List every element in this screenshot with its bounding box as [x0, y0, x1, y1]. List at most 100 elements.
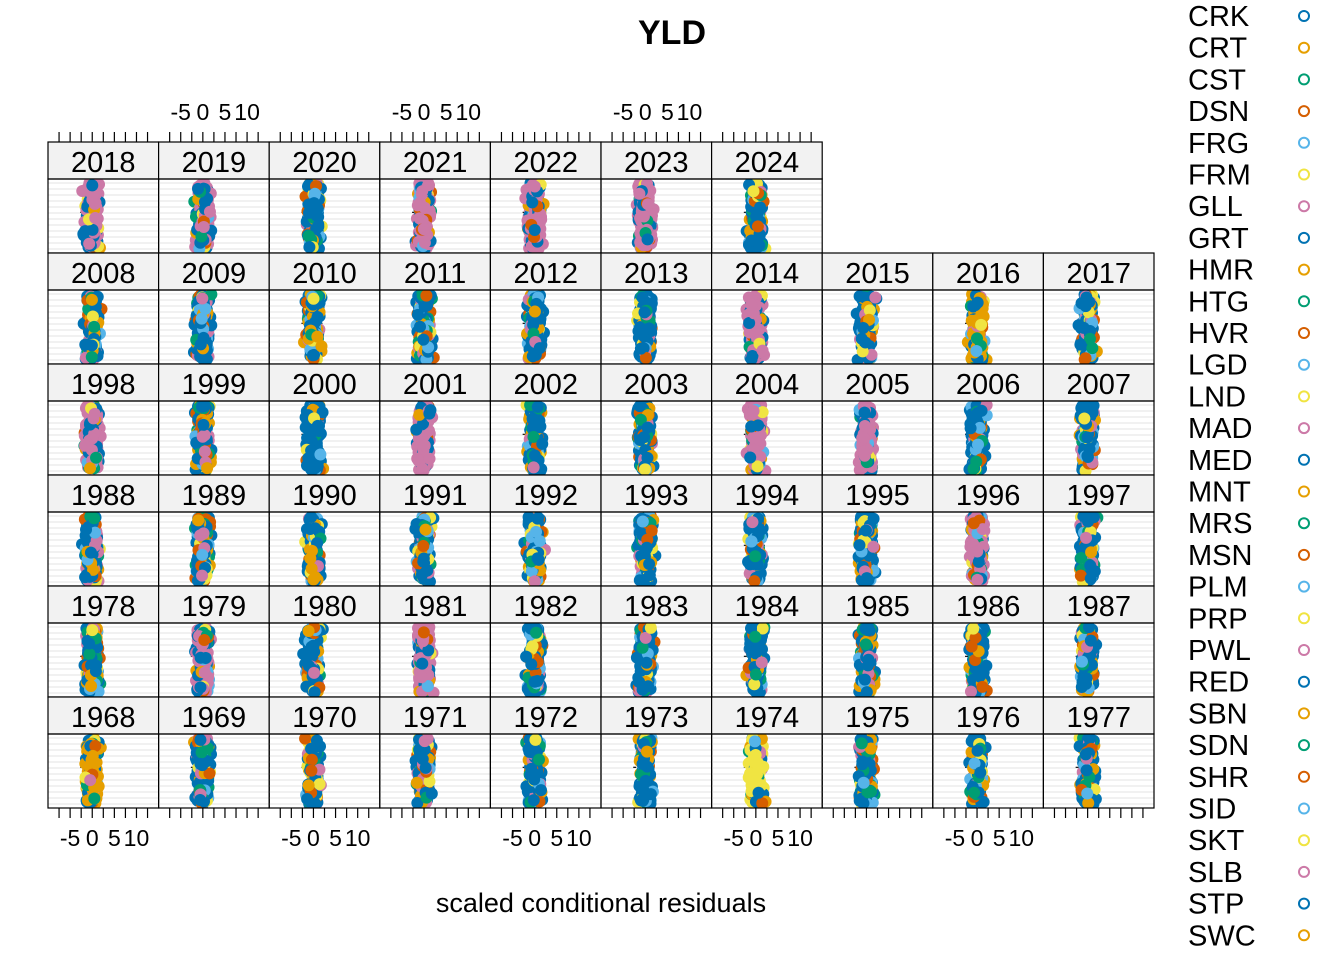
point-crk	[744, 451, 757, 464]
point-stp	[859, 336, 872, 349]
point-crk	[526, 412, 539, 425]
point-crt	[85, 293, 98, 306]
plot-area-2013	[601, 290, 712, 364]
plot-area-2008	[48, 290, 159, 364]
point-crk	[743, 317, 756, 330]
point-gll	[418, 439, 431, 452]
plot-area-2012	[490, 290, 601, 364]
point-gll	[747, 405, 760, 418]
strip-label-2003: 2003	[624, 369, 689, 401]
point-gll	[857, 431, 870, 444]
panel-2023: 2023	[600, 141, 713, 254]
strip-2000	[268, 363, 381, 402]
panel-2015: 2015	[821, 252, 934, 365]
strip-label-2011: 2011	[404, 258, 466, 290]
point-crk	[533, 342, 546, 355]
panel-2013: 2013	[600, 252, 713, 365]
strip-2012	[489, 252, 602, 291]
point-hmr	[315, 340, 328, 353]
plot-area-2023	[601, 179, 712, 253]
panel-2010: 2010	[268, 252, 381, 365]
point-crk	[531, 401, 544, 413]
panel-2008: 2008	[47, 252, 160, 365]
point-crk	[311, 419, 324, 432]
point-crk	[424, 404, 437, 417]
point-shr	[420, 290, 433, 302]
panel-1998: 1998	[47, 363, 160, 476]
plot-area-2018	[48, 179, 159, 253]
strip-label-2022: 2022	[513, 147, 578, 179]
strip-2019	[158, 141, 270, 180]
point-plm	[314, 448, 327, 461]
strip-2003	[600, 363, 713, 402]
point-red	[641, 233, 654, 246]
point-crk	[858, 406, 871, 419]
point-skt	[747, 185, 760, 198]
plot-area-2002	[490, 401, 601, 475]
plot-area-2022	[490, 179, 601, 253]
plot-area-2004	[711, 401, 823, 475]
point-crk	[641, 421, 654, 434]
point-crt	[311, 330, 324, 343]
point-skt	[756, 406, 769, 419]
panel-2022: 2022	[489, 141, 602, 254]
panel-2012: 2012	[489, 252, 602, 365]
panel-2004: 2004	[710, 363, 823, 476]
panel-2001: 2001	[379, 363, 491, 476]
point-crk	[410, 423, 423, 436]
point-crk	[634, 342, 647, 355]
point-cst	[967, 462, 980, 475]
point-sid	[973, 421, 986, 434]
point-gll	[417, 223, 430, 236]
point-crk	[1074, 338, 1087, 351]
point-gll	[89, 211, 102, 224]
point-crk	[418, 300, 431, 313]
point-gll	[641, 198, 654, 211]
panel-2011: 2011	[379, 252, 491, 365]
strip-label-2014: 2014	[735, 258, 800, 290]
point-prp	[863, 304, 876, 317]
panel-2009: 2009	[158, 252, 270, 365]
point-cst	[1086, 342, 1099, 355]
strip-2007	[1042, 363, 1155, 402]
strip-label-1999: 1999	[182, 369, 247, 401]
strip-label-2009: 2009	[182, 258, 247, 290]
panel-2006: 2006	[932, 363, 1044, 476]
point-crk	[303, 241, 316, 253]
strip-2002	[489, 363, 602, 402]
point-gll	[745, 298, 758, 311]
point-gll	[756, 344, 769, 357]
point-gll	[411, 452, 424, 465]
plot-area-2006	[932, 401, 1044, 475]
strip-2015	[821, 252, 934, 291]
point-gll	[196, 430, 209, 443]
panel-2014: 2014	[710, 252, 823, 365]
panel-2024: 2024	[710, 141, 823, 254]
point-msn	[639, 351, 652, 364]
panel-2005: 2005	[821, 363, 934, 476]
strip-label-2002: 2002	[513, 369, 578, 401]
point-cst	[527, 430, 540, 443]
point-gll	[637, 210, 650, 223]
point-grt	[636, 291, 649, 304]
point-crk	[197, 418, 210, 431]
point-frg	[972, 438, 985, 451]
point-crk	[745, 353, 758, 364]
point-slb	[198, 445, 211, 458]
strip-label-2017: 2017	[1066, 258, 1131, 290]
strip-label-2015: 2015	[845, 258, 910, 290]
plot-area-2024	[711, 179, 823, 253]
point-crk	[308, 197, 321, 210]
plot-area-2014	[711, 290, 823, 364]
plot-area-2020	[269, 179, 380, 253]
strip-2001	[379, 363, 491, 402]
point-med	[526, 196, 539, 209]
point-swc	[413, 408, 426, 421]
point-gll	[88, 407, 101, 420]
strip-2009	[158, 252, 270, 291]
strip-2017	[1042, 252, 1155, 291]
plot-area-2001	[379, 401, 491, 475]
point-skt	[307, 292, 320, 305]
